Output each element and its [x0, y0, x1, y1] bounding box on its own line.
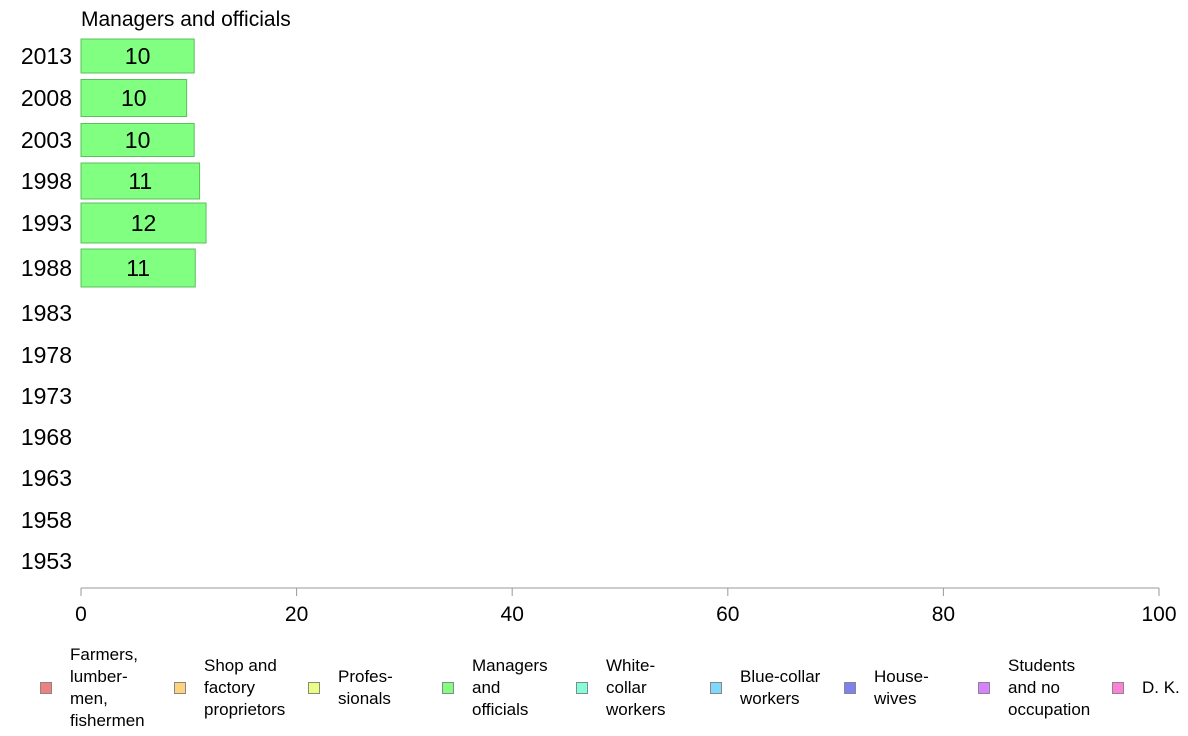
legend-label: House-wives	[874, 667, 929, 708]
legend-label: Students and no occupation	[1008, 656, 1091, 719]
legend-swatch	[40, 682, 52, 694]
y-tick-label: 1993	[21, 210, 72, 236]
x-tick-label: 100	[1141, 603, 1176, 626]
legend-label: D. K.	[1142, 678, 1180, 697]
bar	[80, 123, 195, 157]
bar	[80, 202, 207, 244]
y-tick-label: 1963	[21, 465, 72, 491]
bar-data-label: 10	[125, 43, 151, 69]
legend-item: Shop and factory proprietors	[174, 640, 285, 736]
legend-label: Blue-collar workers	[740, 667, 821, 708]
x-tick-label: 80	[932, 603, 955, 626]
legend-label: Farmers, lumber-men, fishermen	[70, 645, 145, 730]
y-tick-label: 1978	[21, 342, 72, 368]
legend-swatch	[978, 682, 990, 694]
legend-item: Blue-collar workers	[710, 640, 820, 736]
x-axis: 0 20 40 60 80 100	[75, 587, 1177, 626]
bar-data-label: 12	[131, 210, 157, 236]
y-tick-label: 2003	[21, 127, 72, 153]
bars-layer: 10 10 10 11 12 11	[80, 38, 207, 288]
bar-data-label: 10	[121, 85, 147, 111]
legend-label: Profes-sionals	[338, 667, 393, 708]
bar-data-label: 11	[128, 168, 152, 194]
legend-item: Farmers, lumber-men, fishermen	[40, 640, 145, 736]
legend-item: Profes-sionals	[308, 640, 393, 736]
bar-chart: Managers and officials 10 10 10 11 12 11 2013…	[21, 8, 1177, 626]
y-tick-label: 1953	[21, 548, 72, 574]
y-tick-label: 2008	[21, 85, 72, 111]
legend-label: White-collar workers	[606, 656, 666, 719]
legend-swatch	[710, 682, 722, 694]
legend-item: Students and no occupation	[978, 640, 1090, 736]
y-tick-label: 2013	[21, 43, 72, 69]
legend-label: Managers and officials	[472, 656, 548, 719]
legend-item: Managers and officials	[442, 640, 548, 736]
x-tick-label: 40	[501, 603, 524, 626]
legend-swatch	[576, 682, 588, 694]
legend-item: D. K.	[1112, 640, 1180, 736]
y-tick-label: 1958	[21, 507, 72, 533]
legend-swatch	[442, 682, 454, 694]
bar	[80, 38, 195, 74]
bar	[80, 79, 188, 117]
legend-swatch	[308, 682, 320, 694]
y-tick-label: 1988	[21, 255, 72, 281]
legend-label: Shop and factory proprietors	[204, 656, 286, 719]
bar	[80, 162, 201, 200]
legend-item: House-wives	[844, 640, 929, 736]
y-axis-labels: 2013 2008 2003 1998 1993 1988 1983 1978 1973 1968…	[21, 43, 72, 574]
legend-swatch	[174, 682, 186, 694]
x-tick-label: 20	[285, 603, 308, 626]
bar-data-label: 11	[126, 255, 150, 281]
legend: Farmers, lumber-men, fishermen Shop and fact…	[0, 640, 1188, 736]
y-tick-label: 1998	[21, 168, 72, 194]
chart-title: Managers and officials	[81, 8, 291, 31]
y-tick-label: 1973	[21, 383, 72, 409]
bar	[80, 248, 196, 288]
bar-data-label: 10	[125, 127, 151, 153]
legend-swatch	[844, 682, 856, 694]
legend-swatch	[1112, 682, 1124, 694]
x-tick-label: 60	[716, 603, 739, 626]
y-tick-label: 1983	[21, 300, 72, 326]
y-tick-label: 1968	[21, 424, 72, 450]
legend-item: White-collar workers	[576, 640, 666, 736]
x-tick-label: 0	[75, 603, 87, 626]
